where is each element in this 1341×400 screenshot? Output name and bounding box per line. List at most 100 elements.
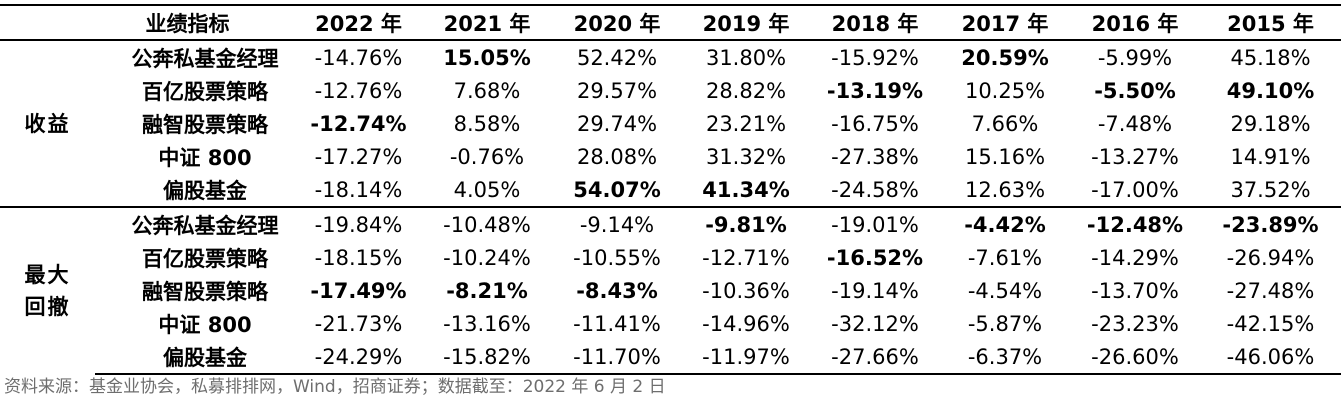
- value-cell: 7.68%: [453, 78, 521, 103]
- value-cell: -12.74%: [310, 111, 407, 136]
- value-cell: -16.75%: [831, 111, 919, 136]
- row-label: 中证 800: [158, 145, 252, 170]
- value-cell: 14.91%: [1230, 144, 1311, 169]
- header-metric: 业绩指标: [0, 5, 295, 41]
- value-cell: -7.61%: [967, 245, 1043, 270]
- value-cell: -17.27%: [314, 144, 403, 169]
- value-cell: -19.14%: [831, 278, 919, 303]
- value-cell: -10.48%: [422, 206, 552, 241]
- value-cell: -11.70%: [552, 340, 682, 375]
- value-cell: -21.73%: [314, 311, 403, 336]
- table-body: 收益 公奔私基金经理 -14.76% 15.05% 52.42% 31.80% -15.92…: [0, 40, 1341, 375]
- value-cell: 29.18%: [1230, 111, 1311, 136]
- value-cell: 12.63%: [964, 177, 1046, 202]
- value-cell: -13.27%: [1091, 144, 1179, 169]
- row-label: 融智股票策略: [142, 279, 268, 304]
- value-cell: 7.66%: [971, 111, 1039, 136]
- value-cell: 29.57%: [576, 78, 658, 103]
- value-cell: -14.29%: [1091, 245, 1179, 270]
- value-cell: -24.29%: [295, 340, 422, 375]
- value-cell: -13.70%: [1091, 278, 1179, 303]
- value-cell: -32.12%: [831, 311, 919, 336]
- value-cell: -18.14%: [314, 177, 403, 202]
- value-cell: -13.16%: [443, 311, 531, 336]
- value-cell: 31.80%: [705, 45, 787, 70]
- row-label: 公奔私基金经理: [95, 206, 295, 241]
- table-row: 融智股票策略 -12.74% 8.58% 29.74% 23.21% -16.75% 7.6…: [0, 107, 1341, 140]
- value-cell: -26.94%: [1226, 245, 1315, 270]
- value-cell: -11.97%: [682, 340, 810, 375]
- value-cell: 37.52%: [1230, 177, 1311, 202]
- value-cell: -27.48%: [1226, 278, 1315, 303]
- value-cell: -15.82%: [422, 340, 552, 375]
- value-cell: 23.21%: [705, 111, 787, 136]
- value-cell: -12.76%: [314, 78, 403, 103]
- value-cell: 20.59%: [961, 45, 1049, 70]
- source-note: 资料来源：基金业协会，私募排排网，Wind，招商证券；数据截至：2022 年 6…: [4, 377, 666, 397]
- value-cell: -11.41%: [573, 311, 661, 336]
- value-cell: -10.24%: [443, 245, 531, 270]
- value-cell: -12.48%: [1070, 206, 1200, 241]
- table-row: 收益 公奔私基金经理 -14.76% 15.05% 52.42% 31.80% -15.92…: [0, 40, 1341, 136]
- value-cell: 28.08%: [576, 144, 658, 169]
- header-year: 2022 年: [295, 5, 422, 41]
- value-cell: -5.87%: [967, 311, 1043, 336]
- group-label: 最大 回撤: [0, 206, 95, 374]
- group-label: 收益: [24, 111, 71, 136]
- value-cell: 45.18%: [1230, 45, 1311, 70]
- row-label: 偏股基金: [95, 340, 295, 375]
- row-label: 百亿股票策略: [142, 79, 268, 104]
- value-cell: -12.71%: [702, 245, 790, 270]
- value-cell: -23.89%: [1200, 206, 1341, 241]
- header-row: 业绩指标 2022 年 2021 年 2020 年 2019 年 2018 年 …: [0, 5, 1341, 41]
- header-year: 2017 年: [940, 5, 1070, 41]
- value-cell: -27.38%: [831, 144, 919, 169]
- value-cell: -26.60%: [1070, 340, 1200, 375]
- value-cell: 15.05%: [443, 45, 531, 70]
- header-year: 2020 年: [552, 5, 682, 41]
- value-cell: -24.58%: [831, 177, 919, 202]
- value-cell: -5.99%: [1097, 45, 1173, 70]
- table-row: 百亿股票策略 -18.15% -10.24% -10.55% -12.71% -16.52…: [0, 241, 1341, 274]
- value-cell: -7.48%: [1097, 111, 1173, 136]
- value-cell: -5.50%: [1094, 78, 1176, 103]
- value-cell: -23.23%: [1091, 311, 1179, 336]
- value-cell: 4.05%: [453, 177, 521, 202]
- value-cell: -46.06%: [1200, 340, 1341, 375]
- value-cell: 49.10%: [1226, 78, 1315, 103]
- value-cell: -6.37%: [940, 340, 1070, 375]
- value-cell: 54.07%: [573, 177, 661, 202]
- value-cell: -19.84%: [295, 206, 422, 241]
- value-cell: 52.42%: [576, 45, 658, 70]
- value-cell: -42.15%: [1226, 311, 1315, 336]
- value-cell: -27.66%: [810, 340, 940, 375]
- value-cell: 15.16%: [964, 144, 1046, 169]
- header-year: 2016 年: [1070, 5, 1200, 41]
- table-row: 百亿股票策略 -12.76% 7.68% 29.57% 28.82% -13.19% 10.…: [0, 74, 1341, 107]
- header-year: 2021 年: [422, 5, 552, 41]
- value-cell: -10.55%: [573, 245, 661, 270]
- table-row: 中证 800 -21.73% -13.16% -11.41% -14.96% -32.12…: [0, 307, 1341, 340]
- value-cell: 10.25%: [964, 78, 1046, 103]
- value-cell: -18.15%: [314, 245, 403, 270]
- performance-table: 业绩指标 2022 年 2021 年 2020 年 2019 年 2018 年 …: [0, 4, 1341, 375]
- table-row: 中证 800 -17.27% -0.76% 28.08% 31.32% -27.38% 15…: [0, 140, 1341, 173]
- header-year: 2015 年: [1200, 5, 1341, 41]
- row-label: 偏股基金: [163, 178, 247, 203]
- table-row: 融智股票策略 -17.49% -8.21% -8.43% -10.36% -19.14% -…: [0, 274, 1341, 307]
- value-cell: -17.49%: [310, 278, 407, 303]
- value-cell: 41.34%: [702, 177, 790, 202]
- row-label: 中证 800: [158, 312, 252, 337]
- row-label: 公奔私基金经理: [131, 46, 279, 71]
- value-cell: 31.32%: [705, 144, 787, 169]
- value-cell: -14.76%: [314, 45, 403, 70]
- value-cell: -10.36%: [702, 278, 790, 303]
- value-cell: -0.76%: [449, 144, 525, 169]
- header-year: 2019 年: [682, 5, 810, 41]
- value-cell: -17.00%: [1091, 177, 1179, 202]
- value-cell: 29.74%: [576, 111, 658, 136]
- value-cell: -15.92%: [831, 45, 919, 70]
- value-cell: -14.96%: [702, 311, 790, 336]
- table-row: 最大 回撤 公奔私基金经理 -19.84% -10.48% -9.14% -9.81% -19…: [0, 206, 1341, 374]
- value-cell: -4.54%: [967, 278, 1043, 303]
